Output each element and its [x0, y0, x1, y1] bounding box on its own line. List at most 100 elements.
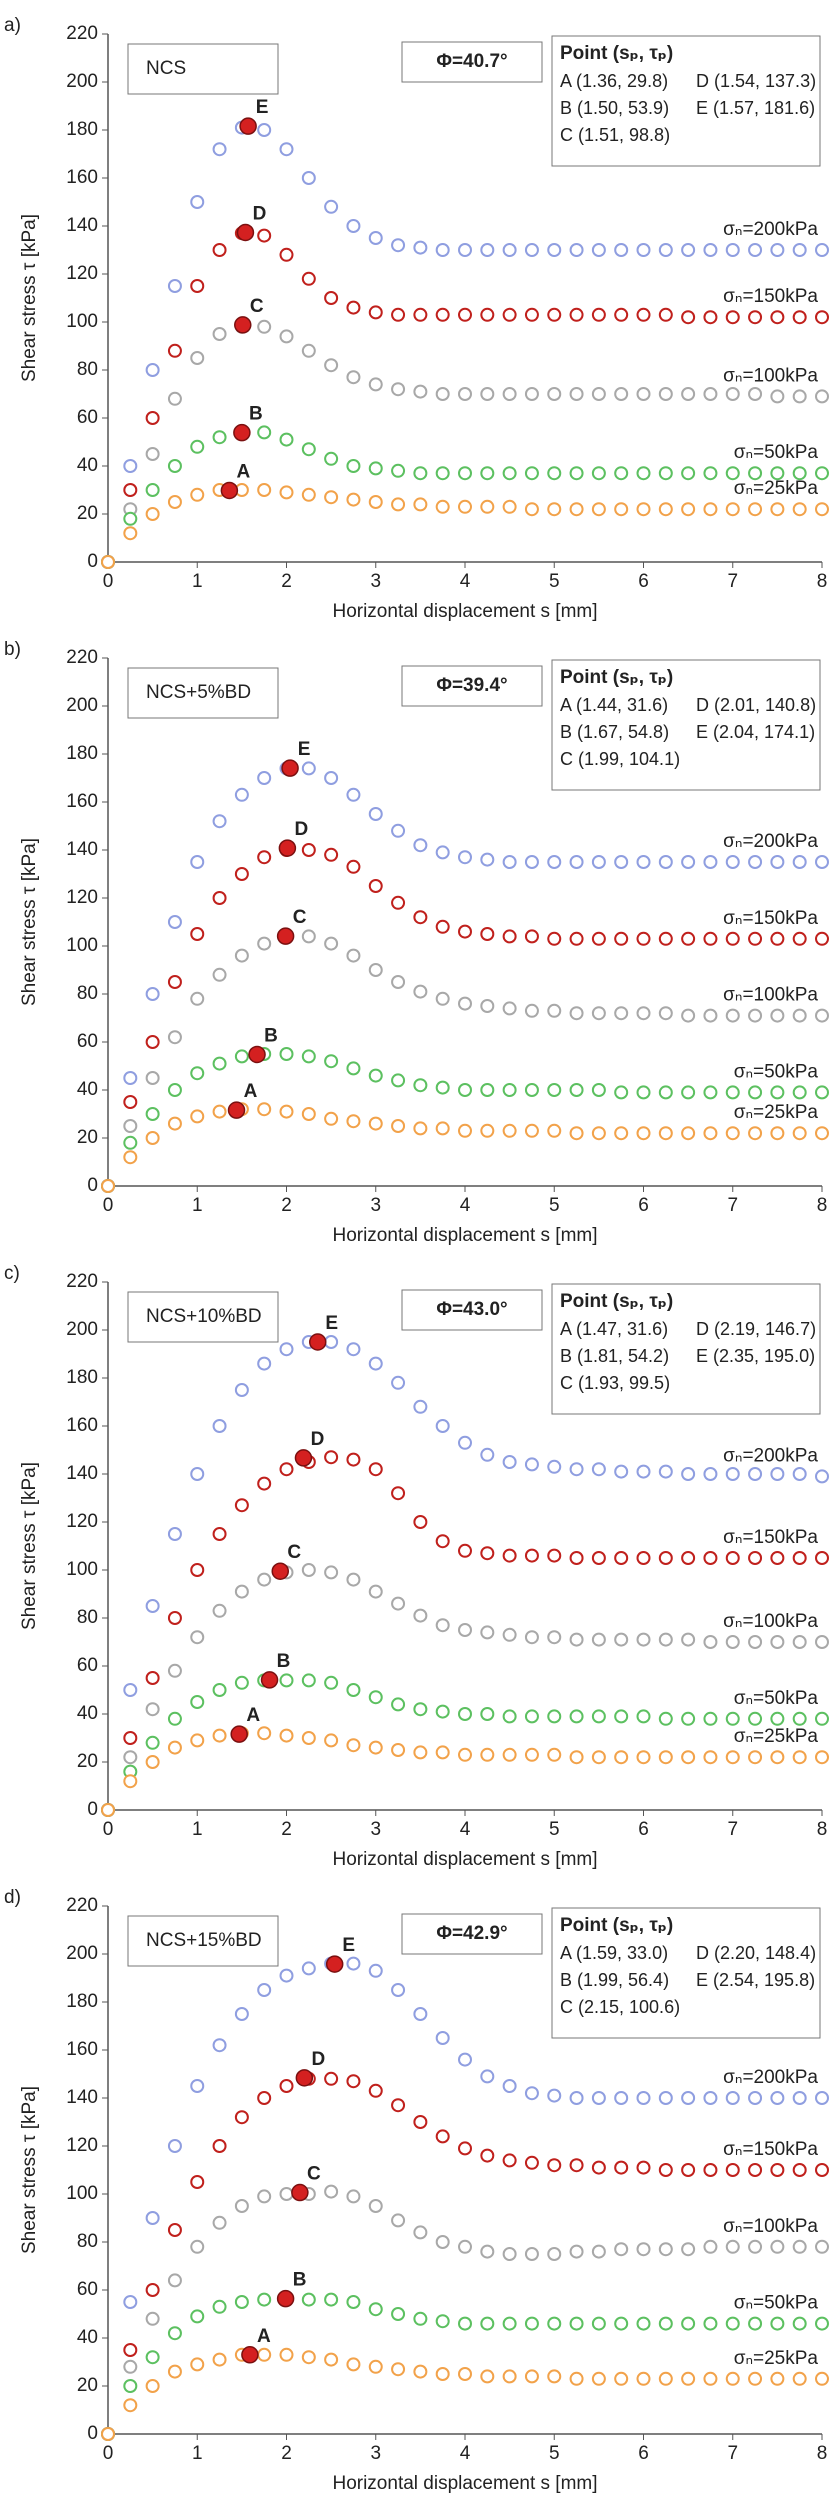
- point-entry: E (1.57, 181.6): [696, 98, 815, 118]
- data-point: [636, 1464, 651, 1479]
- data-point: [279, 329, 294, 344]
- data-point: [770, 502, 785, 517]
- data-point: [413, 2225, 428, 2240]
- data-point: [591, 1126, 606, 1141]
- point-entry: D (1.54, 137.3): [696, 71, 816, 91]
- y-tick-label: 120: [66, 1511, 98, 1532]
- data-point: [569, 1006, 584, 1021]
- data-point: [480, 999, 495, 1013]
- data-point: [301, 1961, 316, 1976]
- peak-point: [260, 1671, 279, 1689]
- data-point: [792, 466, 807, 481]
- data-point: [458, 307, 472, 322]
- data-point: [391, 1486, 406, 1501]
- data-point: [770, 931, 785, 946]
- data-point: [458, 996, 472, 1011]
- data-point: [435, 919, 450, 934]
- data-point: [123, 2359, 138, 2374]
- data-point: [391, 1073, 406, 1088]
- data-point: [145, 507, 160, 521]
- data-point: [257, 1983, 272, 1997]
- data-point: [324, 358, 339, 373]
- data-point: [748, 2163, 763, 2177]
- y-tick-label: 40: [77, 1703, 98, 1724]
- peak-label: E: [342, 1935, 355, 1956]
- data-point: [190, 1467, 205, 1481]
- y-tick-label: 180: [66, 1991, 98, 2012]
- data-point: [547, 2158, 562, 2173]
- data-point: [458, 499, 472, 514]
- data-point: [234, 948, 249, 963]
- data-point: [681, 387, 696, 401]
- x-tick-label: 0: [103, 571, 114, 592]
- data-point: [212, 1603, 227, 1618]
- y-axis-label: Shear stress τ [kPa]: [19, 214, 40, 382]
- data-point: [212, 967, 227, 982]
- data-point: [301, 271, 316, 286]
- x-tick-label: 3: [370, 2443, 381, 2464]
- data-point: [368, 807, 383, 821]
- data-point: [413, 1515, 428, 1529]
- data-point: [480, 1625, 495, 1640]
- data-point: [547, 466, 562, 481]
- data-point: [145, 411, 160, 425]
- data-point: [145, 483, 160, 497]
- data-point: [458, 2141, 472, 2156]
- data-point: [502, 2153, 517, 2168]
- point-entry: B (1.50, 53.9): [560, 98, 669, 118]
- data-point: [591, 2091, 606, 2105]
- peak-label: A: [257, 2326, 271, 2347]
- data-point: [636, 243, 651, 257]
- data-point: [413, 466, 428, 481]
- phi-label: Φ=42.9°: [436, 1923, 507, 1944]
- data-point: [279, 1342, 294, 1357]
- x-tick-label: 5: [549, 571, 560, 592]
- data-point: [368, 2302, 383, 2317]
- data-point: [614, 1085, 629, 1100]
- data-point: [591, 1709, 606, 1724]
- point-entry: E (2.04, 174.1): [696, 722, 815, 742]
- data-point: [167, 1663, 182, 1678]
- data-point: [547, 1083, 562, 1097]
- data-point: [636, 2371, 651, 2386]
- peak-label: E: [325, 1313, 338, 1334]
- x-tick-label: 8: [817, 2443, 828, 2464]
- data-point: [167, 915, 182, 929]
- peak-point: [271, 1562, 290, 1580]
- data-point: [614, 387, 629, 401]
- data-point: [792, 243, 807, 257]
- y-tick-label: 0: [87, 1799, 98, 1820]
- panel-label: c): [4, 1263, 20, 1284]
- data-point: [413, 1078, 428, 1093]
- data-point: [815, 1551, 829, 1565]
- data-point: [502, 1747, 517, 1762]
- data-point: [301, 1731, 316, 1745]
- data-point: [301, 343, 316, 358]
- data-point: [524, 1630, 539, 1645]
- y-tick-label: 220: [66, 647, 98, 668]
- data-point: [815, 1635, 829, 1649]
- point-entry: D (2.19, 146.7): [696, 1319, 816, 1339]
- data-point: [569, 2091, 584, 2105]
- y-tick-label: 120: [66, 263, 98, 284]
- y-tick-label: 100: [66, 1559, 98, 1580]
- data-point: [391, 238, 406, 253]
- data-point: [190, 1109, 205, 1124]
- data-point: [524, 1709, 539, 1724]
- x-axis-label: Horizontal displacement s [mm]: [332, 1849, 597, 1870]
- data-point: [658, 502, 673, 517]
- series-label: σₙ=200kPa: [723, 219, 818, 240]
- peak-label: A: [237, 461, 251, 482]
- data-point: [368, 461, 383, 476]
- data-point: [435, 2031, 450, 2045]
- data-point: [413, 2311, 428, 2326]
- data-point: [413, 838, 428, 853]
- data-point: [658, 2163, 673, 2177]
- data-point: [391, 823, 406, 838]
- data-point: [681, 2091, 696, 2105]
- data-point: [368, 1740, 383, 1755]
- data-point: [569, 931, 584, 946]
- data-point: [636, 1750, 651, 1765]
